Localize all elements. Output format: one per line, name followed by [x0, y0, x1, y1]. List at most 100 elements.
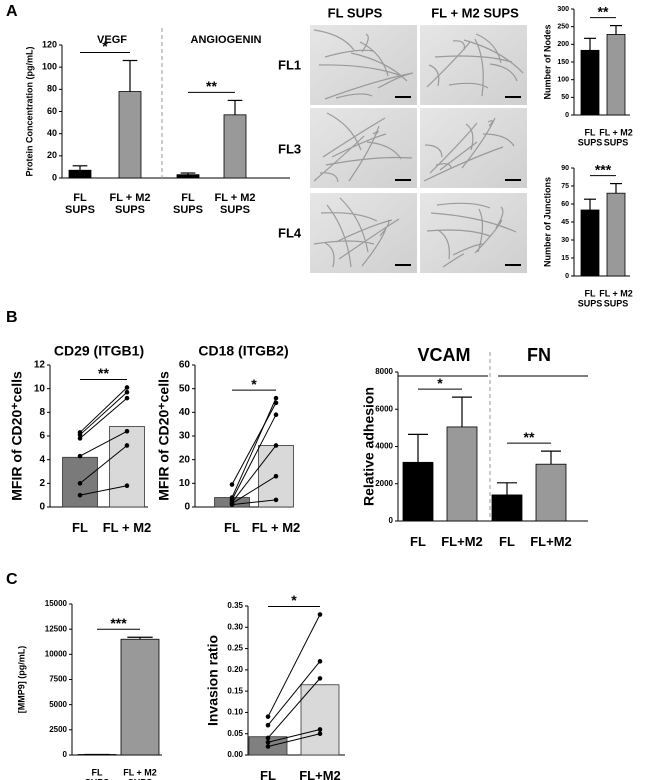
y-tick-label: 200: [557, 41, 569, 48]
y-tick-label: 7500: [49, 675, 67, 684]
y-tick-label: 60: [561, 201, 569, 208]
y-tick-label: 12500: [45, 624, 68, 633]
y-tick-label: 40: [179, 407, 191, 418]
x-tick-label: FL: [585, 288, 596, 298]
bar: [223, 114, 247, 179]
column-label: FL + M2 SUPS: [431, 5, 519, 20]
x-tick-label: SUPS: [578, 298, 603, 308]
x-tick-label: SUPS: [128, 777, 153, 780]
micrograph: [310, 193, 417, 273]
y-tick-label: 0: [39, 502, 45, 513]
pair-line: [231, 397, 277, 498]
data-point: [265, 744, 271, 749]
x-tick-label: FL + M2: [214, 192, 255, 204]
y-axis-label: Relative adhesion: [361, 387, 377, 506]
data-point: [273, 497, 279, 503]
data-point: [273, 473, 279, 479]
bar: [176, 174, 200, 179]
y-tick-label: 80: [47, 84, 57, 94]
y-axis-label: Number of Nodes: [542, 24, 552, 99]
y-tick-label: 0: [389, 516, 394, 525]
y-tick-label: 50: [179, 383, 191, 394]
vessel-network: [423, 117, 515, 182]
bar: [580, 49, 600, 116]
y-tick-label: 20: [179, 454, 191, 465]
significance-label: **: [598, 3, 609, 19]
y-tick-label: 4: [39, 454, 45, 465]
y-tick-label: 30: [561, 237, 569, 244]
y-tick-label: 90: [561, 165, 569, 172]
pair-line: [267, 733, 321, 747]
significance-label: *: [102, 38, 108, 54]
bar: [118, 91, 142, 179]
x-tick-label: SUPS: [604, 298, 629, 308]
data-point: [77, 432, 83, 438]
y-tick-label: 15: [561, 255, 569, 262]
x-tick-label: FL: [410, 534, 426, 549]
significance-label: ***: [110, 615, 127, 631]
y-tick-label: 0.20: [227, 665, 243, 674]
micrograph: [310, 108, 417, 188]
y-axis-label: Protein Concentration (pg/mL): [24, 47, 34, 177]
bar: [120, 638, 160, 756]
data-point: [124, 389, 130, 395]
vessel-network: [426, 33, 524, 97]
row-label: FL1: [278, 57, 301, 72]
data-point: [124, 385, 130, 390]
bar: [491, 494, 523, 522]
x-tick-label: FL: [224, 520, 240, 535]
x-tick-label: SUPS: [115, 204, 145, 216]
y-tick-label: 2: [39, 478, 45, 489]
y-axis-label: Invasion ratio: [205, 635, 221, 726]
y-tick-label: 0: [565, 112, 569, 119]
y-tick-label: 100: [557, 77, 569, 84]
data-point: [124, 483, 130, 489]
data-point: [77, 492, 83, 498]
significance-label: *: [291, 592, 297, 608]
significance-label: **: [206, 78, 217, 94]
significance-label: *: [251, 376, 257, 392]
y-tick-label: 6000: [375, 404, 393, 413]
y-tick-label: 10: [179, 478, 191, 489]
y-tick-label: 20: [47, 150, 57, 160]
x-tick-label: FL+M2: [530, 534, 572, 549]
x-tick-label: FL + M2: [123, 767, 157, 777]
y-tick-label: 0: [63, 750, 68, 759]
vessel-network: [313, 29, 414, 100]
data-point: [265, 722, 271, 728]
pair-line: [79, 391, 128, 436]
bar: [606, 34, 626, 116]
y-tick-label: 0: [52, 172, 57, 182]
micrograph: [420, 25, 527, 105]
x-tick-label: FL: [181, 192, 195, 204]
chart-title: CD29 (ITGB1): [54, 343, 144, 359]
bar: [446, 426, 478, 522]
pair-line: [267, 678, 321, 739]
vessel-network: [313, 112, 413, 183]
data-point: [77, 481, 83, 486]
pair-line: [267, 614, 321, 717]
group-label: ANGIOGENIN: [191, 34, 262, 46]
group-label: FN: [527, 345, 551, 365]
x-tick-label: FL + M2: [109, 192, 150, 204]
data-point: [317, 731, 323, 737]
data-point: [77, 436, 83, 441]
data-point: [229, 482, 235, 487]
y-tick-label: 0.10: [227, 708, 243, 717]
panel-letter: B: [6, 309, 18, 326]
y-axis-label: MFIR of CD20⁺cells: [156, 371, 172, 501]
y-tick-label: 4000: [375, 442, 393, 451]
micrograph: [420, 193, 527, 273]
y-tick-label: 0.25: [227, 644, 243, 653]
x-tick-label: FL: [499, 534, 515, 549]
x-tick-label: FL+M2: [299, 768, 341, 780]
pair-line: [79, 445, 128, 484]
micrograph: [420, 108, 527, 188]
x-tick-label: SUPS: [220, 204, 250, 216]
bar: [535, 463, 567, 522]
x-tick-label: FL + M2: [252, 520, 301, 535]
y-tick-label: 120: [42, 39, 57, 49]
data-point: [265, 739, 271, 745]
x-tick-label: FL + M2: [599, 127, 633, 137]
data-point: [265, 735, 271, 741]
